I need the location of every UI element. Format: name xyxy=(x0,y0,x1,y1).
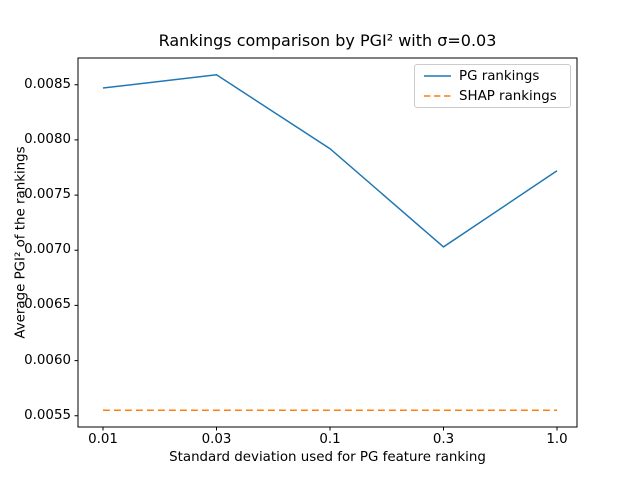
y-tick-label: 0.0060 xyxy=(24,352,71,368)
x-tick-label: 0.03 xyxy=(201,432,232,447)
legend-label-pg: PG rankings xyxy=(459,68,540,84)
legend: PG rankings SHAP rankings xyxy=(414,64,571,108)
x-tick-label: 0.3 xyxy=(432,432,455,447)
legend-item-shap: SHAP rankings xyxy=(424,88,570,105)
pg-line-sample-icon xyxy=(424,75,451,77)
y-tick-label: 0.0065 xyxy=(24,297,71,313)
y-tick-label: 0.0080 xyxy=(24,131,71,147)
x-axis-label: Standard deviation used for PG feature r… xyxy=(169,450,486,465)
y-tick-label: 0.0070 xyxy=(24,242,71,258)
y-tick-label: 0.0085 xyxy=(24,76,71,92)
x-tick-label: 0.01 xyxy=(88,432,118,447)
y-tick-label: 0.0075 xyxy=(24,187,71,203)
legend-item-pg: PG rankings xyxy=(424,68,570,85)
pg-rankings-line xyxy=(102,74,558,248)
tick-marks xyxy=(74,84,558,431)
legend-label-shap: SHAP rankings xyxy=(459,88,557,104)
axes-spines xyxy=(77,57,578,428)
shap-line-sample-icon xyxy=(424,95,451,97)
y-tick-label: 0.0055 xyxy=(24,407,71,423)
x-tick-label: 0.1 xyxy=(319,432,341,447)
chart-title: Rankings comparison by PGI² with σ=0.03 xyxy=(158,31,497,50)
x-tick-label: 1.0 xyxy=(546,432,568,447)
